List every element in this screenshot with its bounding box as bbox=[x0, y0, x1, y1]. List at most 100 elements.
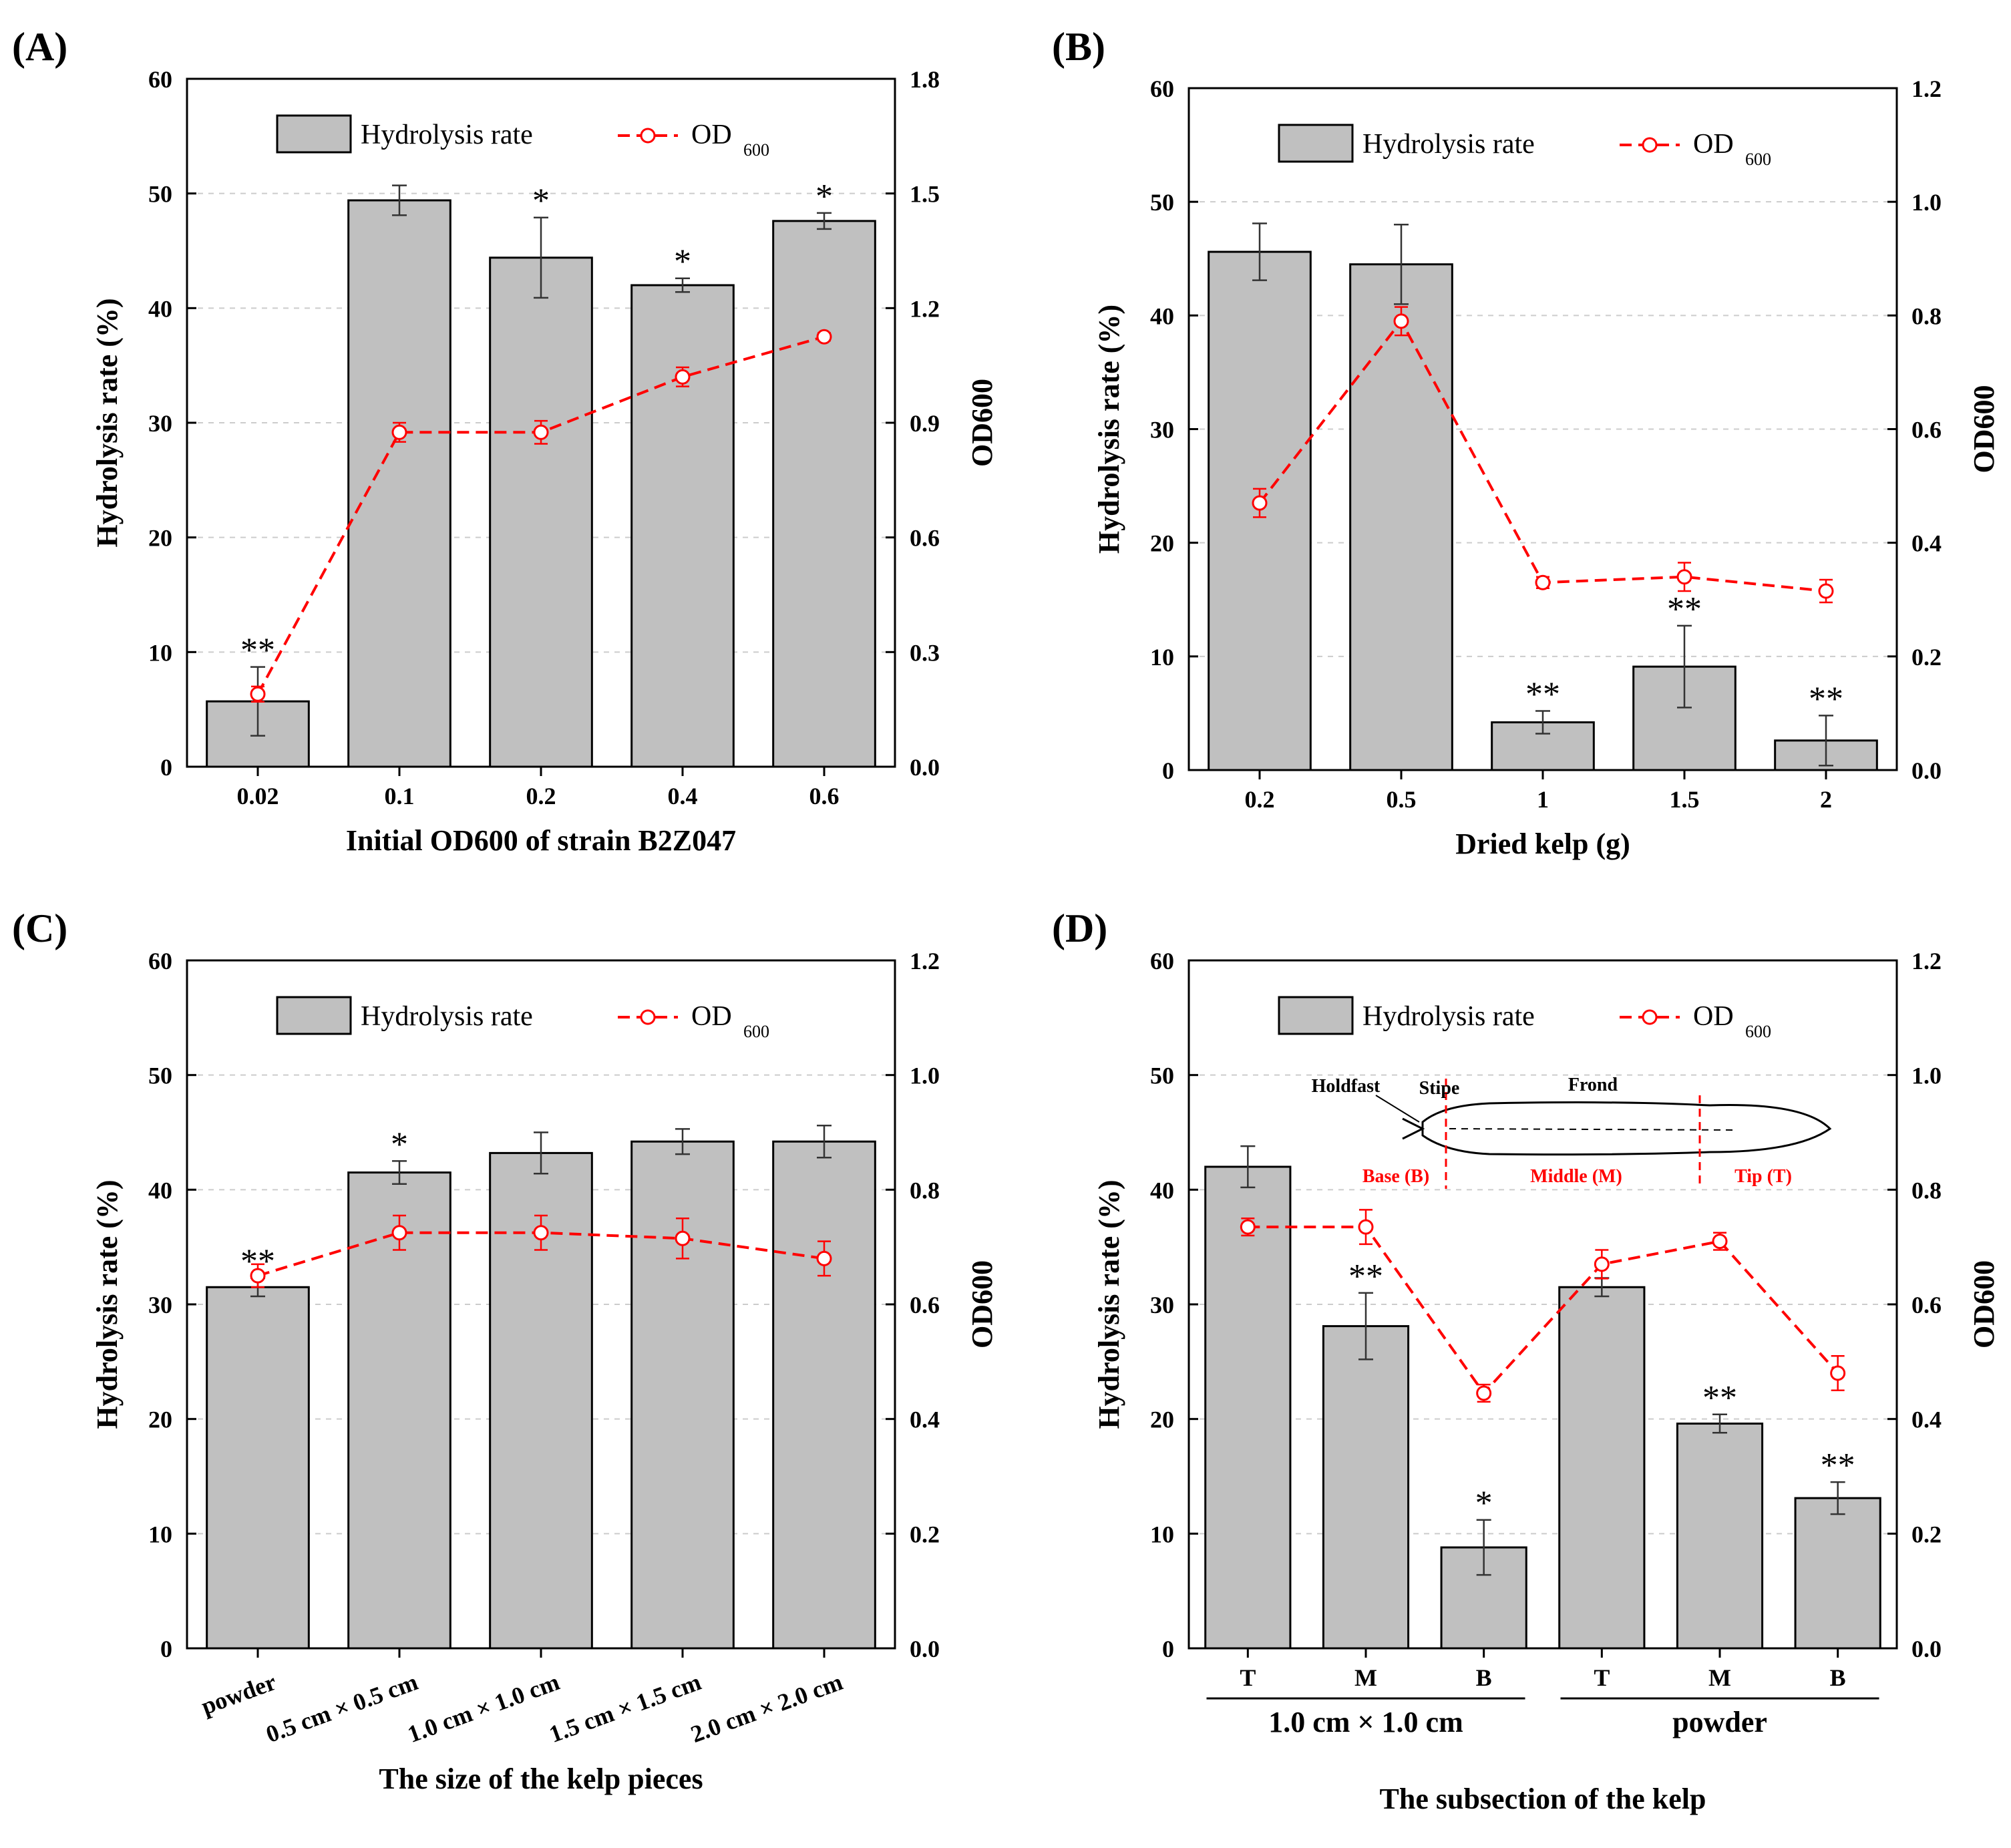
x-tick-label: M bbox=[1708, 1664, 1731, 1691]
y2-tick-label: 0.2 bbox=[1911, 644, 1942, 671]
od-point bbox=[250, 686, 266, 702]
legend-line-marker bbox=[640, 128, 656, 144]
y2-tick-label: 0.8 bbox=[1911, 1177, 1942, 1204]
significance-mark: ** bbox=[1809, 680, 1843, 718]
x-tick-label: 2.0 cm × 2.0 cm bbox=[687, 1668, 846, 1748]
significance-mark: * bbox=[815, 178, 833, 216]
od-point bbox=[1358, 1219, 1374, 1235]
od-point bbox=[1393, 313, 1409, 329]
od-point bbox=[1476, 1385, 1492, 1401]
panel-label: (A) bbox=[12, 25, 67, 69]
kelp-midrib bbox=[1449, 1128, 1737, 1131]
legend-line-marker bbox=[1642, 1009, 1658, 1025]
legend-bar-label: Hydrolysis rate bbox=[1362, 1001, 1535, 1032]
kelp-holdfast bbox=[1402, 1117, 1425, 1140]
od-point bbox=[1252, 495, 1268, 511]
y2-tick-label: 0.0 bbox=[910, 754, 940, 781]
chart-panel-3: (D)01020304050600.00.20.40.60.81.01.2***… bbox=[1052, 906, 2000, 1815]
y-tick-label: 10 bbox=[148, 639, 172, 666]
y-tick-label: 60 bbox=[1150, 75, 1174, 102]
y2-axis-title: OD600 bbox=[1968, 1260, 2000, 1348]
legend-line-marker bbox=[1642, 137, 1658, 153]
bar bbox=[1322, 1325, 1410, 1650]
x-tick-label: T bbox=[1240, 1664, 1256, 1691]
legend-bar-swatch bbox=[1278, 996, 1354, 1035]
y-tick-label: 20 bbox=[1150, 530, 1174, 557]
y2-tick-label: 0.6 bbox=[910, 1292, 940, 1318]
y2-tick-label: 1.2 bbox=[1911, 75, 1942, 102]
y-tick-label: 20 bbox=[148, 525, 172, 552]
y-tick-label: 20 bbox=[148, 1407, 172, 1433]
kelp-inset: Holdfast Stipe Frond Base (B) Middle (M) Tip … bbox=[1312, 1075, 1832, 1189]
y-axis-title: Hydrolysis rate (%) bbox=[1093, 305, 1125, 554]
chart-panel-0: (A)01020304050600.00.30.60.91.21.51.8***… bbox=[12, 25, 998, 857]
y-tick-label: 30 bbox=[148, 410, 172, 437]
y-tick-label: 30 bbox=[1150, 1292, 1174, 1318]
bar bbox=[489, 256, 593, 768]
y-tick-label: 40 bbox=[1150, 1177, 1174, 1204]
chart-panel-1: (B) 0 10 20 30 40 50 60 0.0 0.2 0.4 0.6 0.8 1.0 1.2 ** *… bbox=[1052, 25, 2000, 860]
significance-mark: ** bbox=[1821, 1447, 1855, 1485]
y2-axis-title: OD600 bbox=[1968, 385, 2000, 474]
y2-tick-label: 1.2 bbox=[910, 295, 940, 322]
y-tick-label: 0 bbox=[1162, 757, 1174, 784]
od-point bbox=[1818, 583, 1834, 599]
y-tick-label: 0 bbox=[160, 754, 172, 781]
bar bbox=[1349, 263, 1453, 771]
x-tick-label: powder bbox=[198, 1668, 280, 1720]
x-tick-label: 1.0 cm × 1.0 cm bbox=[404, 1668, 563, 1748]
kelp-section-base: Base (B) bbox=[1362, 1166, 1429, 1187]
y2-tick-label: 0.6 bbox=[1911, 1292, 1942, 1318]
y-tick-label: 10 bbox=[1150, 1521, 1174, 1547]
significance-mark: * bbox=[532, 182, 550, 220]
legend-line-subscript: 600 bbox=[743, 140, 769, 160]
bar bbox=[1204, 1165, 1292, 1650]
significance-mark: ** bbox=[1702, 1379, 1737, 1417]
y2-tick-label: 0.4 bbox=[1911, 1407, 1942, 1433]
bar bbox=[772, 220, 876, 768]
y2-tick-label: 0.6 bbox=[910, 525, 940, 552]
legend-bar-swatch bbox=[276, 114, 352, 154]
od-point bbox=[816, 329, 832, 345]
kelp-part-stipe: Stipe bbox=[1419, 1078, 1460, 1099]
significance-mark: ** bbox=[240, 632, 275, 670]
y-tick-label: 30 bbox=[148, 1292, 172, 1318]
legend-line-label: OD bbox=[691, 1001, 732, 1032]
od-point bbox=[391, 424, 407, 440]
bar bbox=[206, 1286, 310, 1650]
od-point bbox=[1594, 1256, 1610, 1272]
x-tick-label: 1 bbox=[1537, 786, 1549, 813]
x-tick-label: 0.02 bbox=[237, 783, 279, 809]
y-tick-label: 30 bbox=[1150, 417, 1174, 443]
y2-tick-label: 0.9 bbox=[910, 410, 940, 437]
x-tick-label: 1.5 bbox=[1670, 786, 1700, 813]
y-tick-label: 0 bbox=[1162, 1636, 1174, 1662]
plot-frame bbox=[1187, 959, 1898, 1650]
x-tick-label: 1.5 cm × 1.5 cm bbox=[546, 1668, 705, 1748]
x-tick-label: M bbox=[1354, 1664, 1377, 1691]
y2-tick-label: 1.8 bbox=[910, 66, 940, 93]
x-tick-label: 0.6 bbox=[809, 783, 840, 809]
y-axis-title: Hydrolysis rate (%) bbox=[91, 298, 124, 547]
legend-bar-label: Hydrolysis rate bbox=[361, 120, 533, 150]
od-point bbox=[1712, 1234, 1728, 1250]
significance-mark: ** bbox=[1525, 676, 1560, 714]
y-tick-label: 40 bbox=[148, 1177, 172, 1204]
bar bbox=[347, 199, 451, 768]
kelp-section-tip: Tip (T) bbox=[1734, 1166, 1792, 1187]
x-tick-label: 0.4 bbox=[668, 783, 698, 809]
y-tick-label: 50 bbox=[1150, 189, 1174, 216]
y-tick-label: 10 bbox=[148, 1521, 172, 1547]
od-point bbox=[1830, 1365, 1846, 1381]
od-point bbox=[675, 369, 691, 385]
bar bbox=[1676, 1423, 1764, 1650]
kelp-section-middle: Middle (M) bbox=[1530, 1166, 1622, 1187]
y2-tick-label: 0.8 bbox=[1911, 303, 1942, 329]
x-tick-label: 0.1 bbox=[385, 783, 415, 809]
legend-line-label: OD bbox=[1693, 129, 1734, 160]
legend-line-subscript: 600 bbox=[743, 1022, 769, 1041]
y-tick-label: 10 bbox=[1150, 644, 1174, 671]
significance-mark: * bbox=[674, 243, 691, 281]
legend-bar-label: Hydrolysis rate bbox=[361, 1001, 533, 1032]
od-point bbox=[1535, 574, 1551, 590]
